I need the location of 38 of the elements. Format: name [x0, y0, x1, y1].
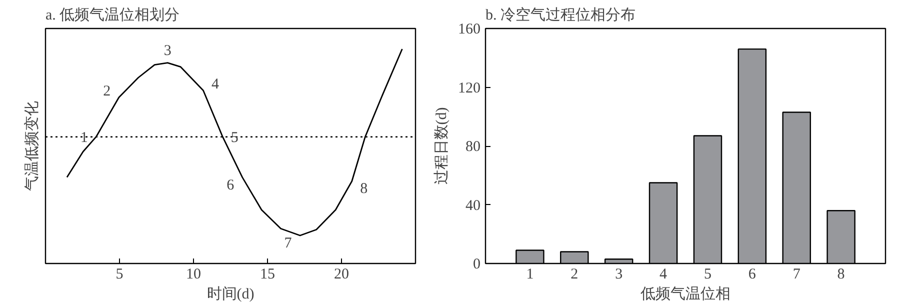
x-axis-title: 低频气温位相: [640, 286, 730, 302]
x-tick-label: 10: [186, 266, 201, 282]
y-tick-label: 0: [473, 256, 480, 272]
y-tick-label: 80: [466, 139, 480, 155]
x-tick-label: 7: [792, 266, 801, 282]
x-tick-label: 3: [615, 266, 623, 282]
y-axis-title: 过程日数(d): [433, 107, 450, 185]
y-tick-label: 120: [458, 80, 480, 96]
annotation: 7: [284, 236, 292, 252]
y-axis-title: 气温低频变化: [24, 101, 40, 191]
annotation: 4: [212, 76, 220, 92]
chart-title: a. 低频气温位相划分: [46, 6, 180, 24]
y-tick-label: 40: [466, 198, 480, 214]
x-tick-label: 20: [334, 266, 349, 282]
x-tick-label: 5: [704, 266, 712, 282]
bar: [648, 182, 678, 264]
annotation: 3: [164, 42, 172, 59]
annotation: 8: [360, 181, 368, 198]
bar: [516, 250, 544, 264]
x-tick-label: 1: [526, 266, 534, 282]
x-axis-title: 时间(d): [206, 286, 254, 302]
x-tick-label: 2: [570, 266, 578, 282]
annotation: 1: [80, 130, 88, 146]
x-tick-label: 8: [837, 266, 845, 282]
y-tick-label: 160: [458, 22, 480, 38]
bar: [560, 251, 589, 264]
annotation: 5: [230, 130, 238, 146]
x-tick-label: 15: [260, 266, 275, 282]
chart-title: b. 冷空气过程位相分布: [486, 6, 636, 24]
bar: [738, 48, 767, 264]
annotation: 6: [226, 177, 235, 194]
x-tick-label: 5: [116, 266, 124, 282]
x-tick-label: 4: [660, 266, 668, 282]
bar: [826, 210, 856, 264]
annotation: 2: [103, 83, 111, 100]
bar: [693, 135, 722, 264]
x-tick-label: 6: [748, 266, 756, 282]
bar: [782, 112, 811, 264]
